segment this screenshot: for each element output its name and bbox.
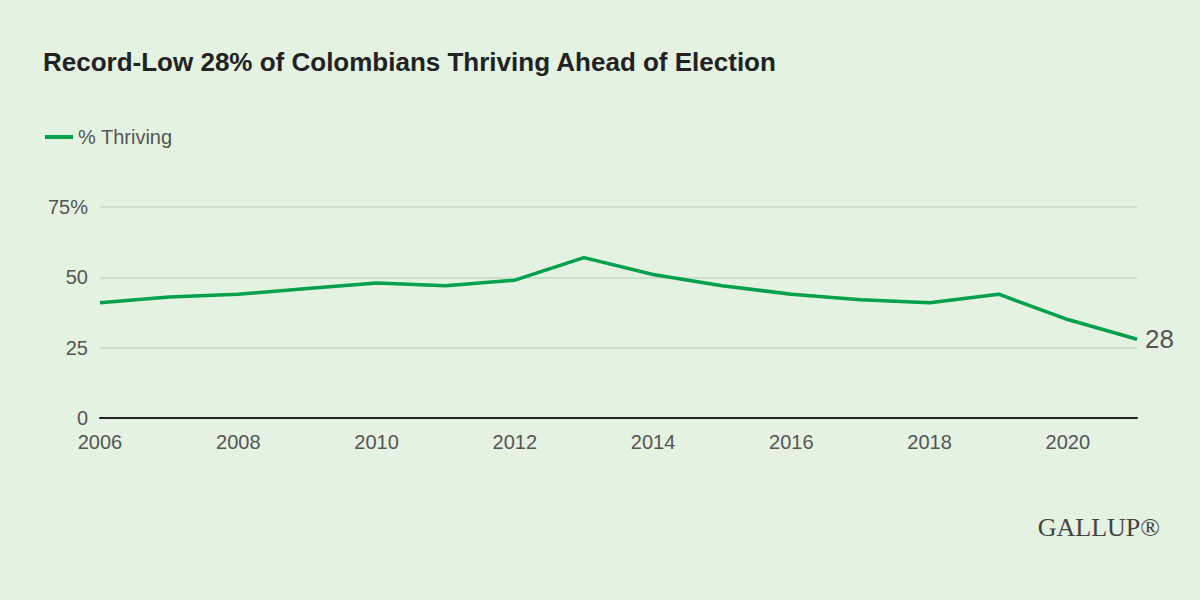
- svg-text:2012: 2012: [493, 431, 538, 453]
- svg-text:2008: 2008: [216, 431, 261, 453]
- svg-text:% Thriving: % Thriving: [78, 126, 172, 148]
- svg-text:0: 0: [77, 407, 88, 429]
- svg-text:50: 50: [66, 266, 88, 288]
- svg-text:2006: 2006: [78, 431, 123, 453]
- svg-text:25: 25: [66, 337, 88, 359]
- svg-text:2016: 2016: [769, 431, 814, 453]
- svg-text:2020: 2020: [1046, 431, 1091, 453]
- svg-text:28: 28: [1145, 324, 1174, 354]
- svg-text:75%: 75%: [48, 196, 88, 218]
- svg-text:2014: 2014: [631, 431, 676, 453]
- svg-text:2010: 2010: [354, 431, 399, 453]
- svg-text:GALLUP®: GALLUP®: [1038, 513, 1160, 542]
- svg-text:2018: 2018: [907, 431, 952, 453]
- svg-text:Record-Low 28% of Colombians T: Record-Low 28% of Colombians Thriving Ah…: [43, 47, 776, 77]
